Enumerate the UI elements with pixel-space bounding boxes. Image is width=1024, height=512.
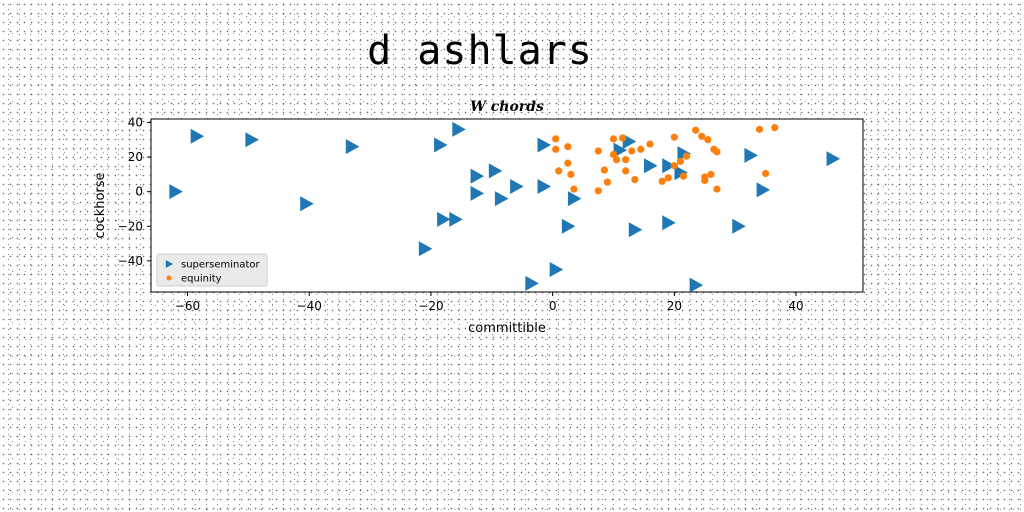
data-point-superseminator	[169, 184, 183, 200]
x-tick-label: 40	[788, 299, 803, 313]
data-point-superseminator	[488, 163, 503, 179]
data-point-superseminator	[567, 191, 582, 207]
data-point-equinity	[692, 126, 700, 134]
legend-label: superseminator	[181, 260, 261, 271]
data-point-equinity	[701, 176, 709, 185]
data-point-superseminator	[190, 128, 205, 144]
figure-suptitle: d ashlars	[367, 28, 593, 74]
legend: superseminator equinity	[156, 253, 268, 287]
data-point-equinity	[594, 147, 602, 155]
data-point-superseminator	[345, 139, 360, 155]
y-axis-ticks: −40 −20 0 20 40	[118, 115, 151, 268]
data-point-superseminator	[674, 165, 688, 181]
data-point-equinity	[609, 150, 618, 159]
data-point-superseminator	[494, 191, 509, 207]
data-point-superseminator	[300, 196, 314, 212]
data-point-superseminator	[662, 215, 676, 231]
data-point-superseminator	[826, 151, 841, 167]
data-point-equinity	[631, 175, 639, 184]
data-point-equinity	[612, 156, 621, 164]
data-point-equinity	[713, 185, 721, 193]
data-point-superseminator	[689, 277, 704, 293]
data-point-equinity	[676, 157, 685, 165]
data-point-equinity	[670, 162, 678, 170]
data-point-equinity	[698, 132, 706, 140]
legend-marker	[165, 260, 173, 268]
data-point-equinity	[646, 140, 654, 148]
data-point-equinity	[679, 172, 688, 180]
data-point-equinity	[622, 167, 630, 175]
data-point-superseminator	[449, 211, 463, 227]
data-point-superseminator	[452, 121, 466, 137]
data-point-equinity	[755, 125, 764, 133]
data-point-equinity	[570, 185, 578, 193]
data-point-superseminator	[437, 211, 451, 227]
data-point-equinity	[713, 148, 721, 156]
data-point-equinity	[609, 135, 618, 143]
data-point-superseminator	[537, 178, 552, 194]
data-point-equinity	[567, 170, 575, 178]
x-tick-label: −20	[418, 299, 443, 313]
y-tick-label: 20	[128, 150, 143, 164]
data-point-equinity	[682, 152, 691, 160]
data-point-equinity	[622, 156, 630, 164]
data-points	[169, 121, 841, 293]
data-point-superseminator	[418, 241, 433, 257]
data-point-equinity	[707, 170, 715, 178]
data-point-equinity	[600, 166, 608, 174]
x-tick-label: −60	[175, 299, 200, 313]
data-point-equinity	[762, 169, 770, 178]
x-axis-label: committible	[468, 321, 546, 336]
legend-label: equinity	[181, 274, 222, 285]
data-point-superseminator	[628, 222, 643, 238]
data-point-superseminator	[537, 137, 552, 153]
data-point-equinity	[619, 134, 627, 142]
data-point-equinity	[664, 174, 672, 182]
y-tick-label: 40	[128, 115, 143, 129]
data-point-superseminator	[525, 275, 539, 291]
data-point-equinity	[564, 143, 572, 151]
data-point-equinity	[658, 177, 666, 185]
data-point-superseminator	[510, 178, 524, 194]
x-tick-label: 0	[549, 299, 557, 313]
legend-box	[156, 253, 268, 287]
plot-area	[150, 118, 864, 293]
data-point-superseminator	[549, 262, 564, 278]
data-point-superseminator	[561, 218, 576, 234]
data-point-equinity	[555, 167, 563, 175]
data-point-equinity	[564, 159, 572, 167]
data-point-superseminator	[434, 137, 448, 153]
data-point-superseminator	[744, 147, 758, 163]
data-point-equinity	[670, 133, 678, 141]
y-tick-label: −20	[118, 219, 143, 233]
data-point-superseminator	[470, 185, 485, 201]
y-tick-label: 0	[135, 185, 143, 199]
y-tick-label: −40	[118, 254, 143, 268]
data-point-superseminator	[644, 158, 658, 174]
data-point-equinity	[704, 136, 712, 144]
data-point-equinity	[628, 147, 636, 155]
legend-marker	[166, 275, 172, 281]
y-axis-label: cockhorse	[93, 172, 108, 238]
data-point-equinity	[637, 145, 645, 153]
x-tick-label: −40	[297, 299, 322, 313]
x-tick-label: 20	[667, 299, 682, 313]
data-point-equinity	[552, 135, 560, 143]
x-axis-ticks: −60 −40 −20 0 20 40	[175, 292, 804, 313]
data-point-superseminator	[245, 132, 259, 148]
data-point-equinity	[771, 124, 779, 132]
data-point-superseminator	[662, 158, 676, 174]
data-point-equinity	[594, 187, 602, 195]
data-point-superseminator	[756, 182, 771, 198]
data-point-equinity	[603, 178, 612, 186]
data-point-superseminator	[470, 168, 485, 184]
data-point-equinity	[552, 145, 560, 153]
data-point-superseminator	[732, 218, 746, 234]
axes-title: W chords	[470, 99, 544, 115]
